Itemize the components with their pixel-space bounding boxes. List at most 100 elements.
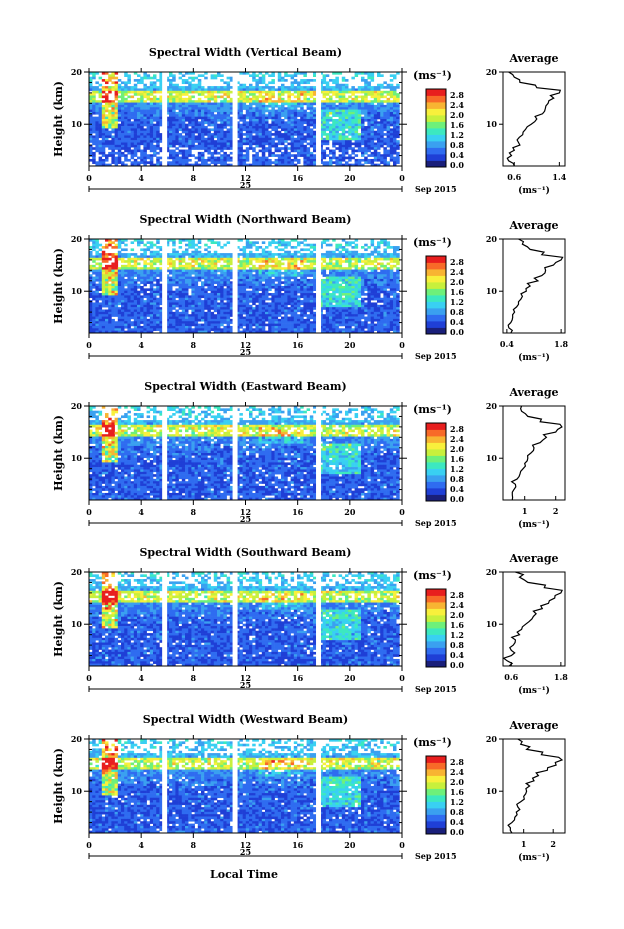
data-gap xyxy=(162,739,167,833)
date-label: Sep 2015 xyxy=(415,184,457,194)
colorbar-tick-label: 2.4 xyxy=(450,434,464,444)
colorbar-tick-label: 2.0 xyxy=(450,277,464,287)
average-x-tick-label: 2 xyxy=(553,506,559,516)
average-x-tick-label: 1.8 xyxy=(554,339,568,349)
average-x-axis-title: (ms⁻¹) xyxy=(518,519,550,530)
x-tick-label: 20 xyxy=(344,507,356,517)
colorbar-swatch xyxy=(426,462,446,469)
average-profile-line xyxy=(508,239,562,333)
colorbar-tick-label: 0.8 xyxy=(450,307,464,317)
colorbar-swatch xyxy=(426,456,446,463)
colorbar-swatch xyxy=(426,821,446,828)
data-gap xyxy=(316,739,321,833)
x-tick-label: 4 xyxy=(138,840,144,850)
x-tick-label: 4 xyxy=(138,340,144,350)
colorbar-tick-label: 0.0 xyxy=(450,827,464,837)
date-label: Sep 2015 xyxy=(415,684,457,694)
x-tick-label: 8 xyxy=(191,507,197,517)
x-tick-label: 8 xyxy=(191,340,197,350)
average-title: Average xyxy=(508,52,558,65)
colorbar-unit: (ms⁻¹) xyxy=(413,69,452,82)
heatmap-cells xyxy=(89,406,400,500)
average-y-tick-label: 20 xyxy=(486,567,498,577)
x-tick-label: 0 xyxy=(399,507,405,517)
colorbar-tick-label: 2.0 xyxy=(450,610,464,620)
colorbar-swatch xyxy=(426,328,446,335)
colorbar-tick-label: 2.0 xyxy=(450,444,464,454)
average-frame xyxy=(503,739,565,833)
colorbar-tick-label: 0.4 xyxy=(450,817,464,827)
colorbar-tick-label: 1.6 xyxy=(450,120,464,130)
colorbar-swatch xyxy=(426,128,446,135)
data-gap xyxy=(162,239,167,333)
data-gap xyxy=(316,406,321,500)
colorbar-swatch xyxy=(426,488,446,495)
colorbar-tick-label: 0.4 xyxy=(450,650,464,660)
day-label: 25 xyxy=(240,847,251,857)
x-tick-label: 8 xyxy=(191,840,197,850)
colorbar-swatch xyxy=(426,828,446,835)
y-axis-title: Height (km) xyxy=(52,248,65,324)
panel-4: Spectral Width (Southward Beam) 10 20 Heigh… xyxy=(52,546,568,696)
colorbar-tick-label: 2.4 xyxy=(450,267,464,277)
colorbar-tick-label: 2.0 xyxy=(450,110,464,120)
x-tick-label: 20 xyxy=(344,340,356,350)
colorbar-swatch xyxy=(426,596,446,603)
colorbar-swatch xyxy=(426,161,446,168)
colorbar-swatch xyxy=(426,154,446,161)
day-label: 25 xyxy=(240,180,251,190)
colorbar-swatch xyxy=(426,648,446,655)
colorbar-swatch xyxy=(426,449,446,456)
x-tick-label: 20 xyxy=(344,173,356,183)
y-tick-label: 10 xyxy=(71,619,83,629)
x-tick-label: 0 xyxy=(86,840,92,850)
average-y-tick-label: 10 xyxy=(486,453,498,463)
colorbar-swatch xyxy=(426,115,446,122)
x-tick-label: 16 xyxy=(292,673,304,683)
average-y-tick-label: 10 xyxy=(486,286,498,296)
data-gap xyxy=(233,572,238,666)
colorbar-swatch xyxy=(426,276,446,283)
colorbar-tick-label: 2.8 xyxy=(450,590,464,600)
colorbar-tick-label: 0.0 xyxy=(450,327,464,337)
average-profile-line xyxy=(504,572,562,666)
colorbar-tick-label: 2.4 xyxy=(450,600,464,610)
colorbar-swatch xyxy=(426,635,446,642)
average-frame xyxy=(503,406,565,500)
average-y-tick-label: 20 xyxy=(486,401,498,411)
heatmap-cells xyxy=(89,572,400,666)
panel-title: Spectral Width (Southward Beam) xyxy=(139,546,351,559)
average-y-tick-label: 20 xyxy=(486,234,498,244)
x-tick-label: 4 xyxy=(138,173,144,183)
colorbar-swatch xyxy=(426,436,446,443)
date-label: Sep 2015 xyxy=(415,851,457,861)
data-gap xyxy=(162,572,167,666)
y-axis-title: Height (km) xyxy=(52,581,65,657)
colorbar-tick-label: 1.6 xyxy=(450,287,464,297)
data-gap xyxy=(233,739,238,833)
colorbar-swatch xyxy=(426,602,446,609)
y-axis-title: Height (km) xyxy=(52,415,65,491)
average-y-tick-label: 10 xyxy=(486,619,498,629)
heatmap-cells xyxy=(89,739,400,833)
colorbar-swatch xyxy=(426,289,446,296)
data-gap xyxy=(316,572,321,666)
x-tick-label: 0 xyxy=(399,173,405,183)
y-tick-label: 10 xyxy=(71,453,83,463)
panel-5: Spectral Width (Westward Beam)1020Height… xyxy=(52,713,565,863)
panel-title: Spectral Width (Vertical Beam) xyxy=(149,46,342,59)
colorbar-tick-label: 2.4 xyxy=(450,100,464,110)
x-tick-label: 0 xyxy=(86,507,92,517)
x-tick-label: 16 xyxy=(292,340,304,350)
colorbar-tick-label: 0.4 xyxy=(450,317,464,327)
average-profile-line xyxy=(512,406,562,500)
colorbar-tick-label: 1.6 xyxy=(450,454,464,464)
colorbar-tick-label: 1.2 xyxy=(450,297,464,307)
colorbar-swatch xyxy=(426,808,446,815)
colorbar-tick-label: 2.0 xyxy=(450,777,464,787)
colorbar-swatch xyxy=(426,589,446,596)
colorbar-swatch xyxy=(426,815,446,822)
x-tick-label: 0 xyxy=(86,340,92,350)
colorbar-swatch xyxy=(426,782,446,789)
colorbar-swatch xyxy=(426,282,446,289)
